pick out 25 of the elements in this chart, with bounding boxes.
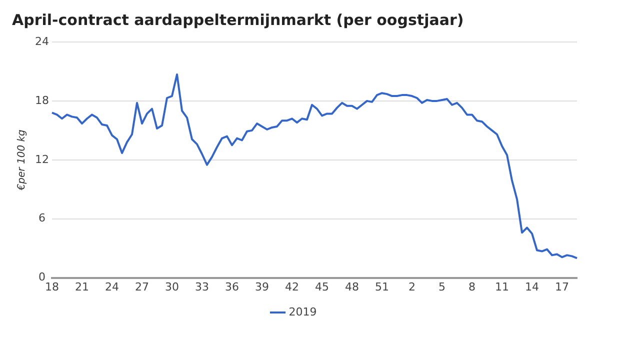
- x-tick-label: 48: [345, 280, 359, 294]
- x-tick-label: 27: [135, 280, 149, 294]
- x-tick-label: 24: [104, 280, 119, 294]
- chart-title: April-contract aardappeltermijnmarkt (per oogstjaar): [12, 10, 464, 29]
- y-tick-label: 18: [35, 94, 49, 107]
- x-tick-label: 30: [165, 280, 179, 294]
- y-tick-label: 12: [35, 152, 49, 166]
- x-tick-label: 14: [525, 280, 539, 294]
- y-tick-label: 6: [38, 212, 46, 225]
- y-tick-label: 24: [35, 34, 49, 48]
- legend-label: 2019: [288, 305, 317, 318]
- y-axis-title: €per 100 kg: [16, 130, 28, 192]
- x-tick-label: 51: [375, 280, 389, 294]
- x-tick-label: 11: [495, 280, 509, 294]
- x-tick-label: 39: [255, 280, 269, 294]
- x-tick-label: 21: [74, 280, 89, 294]
- x-tick-label: 42: [285, 280, 299, 294]
- x-tick-label: 5: [438, 280, 446, 294]
- x-tick-label: 17: [555, 280, 569, 294]
- x-tick-label: 8: [468, 280, 476, 294]
- y-tick-label: 0: [38, 270, 46, 284]
- x-tick-label: 36: [225, 280, 239, 294]
- x-tick-label: 2: [408, 280, 416, 294]
- x-tick-label: 45: [315, 280, 329, 294]
- x-tick-label: 33: [195, 280, 209, 294]
